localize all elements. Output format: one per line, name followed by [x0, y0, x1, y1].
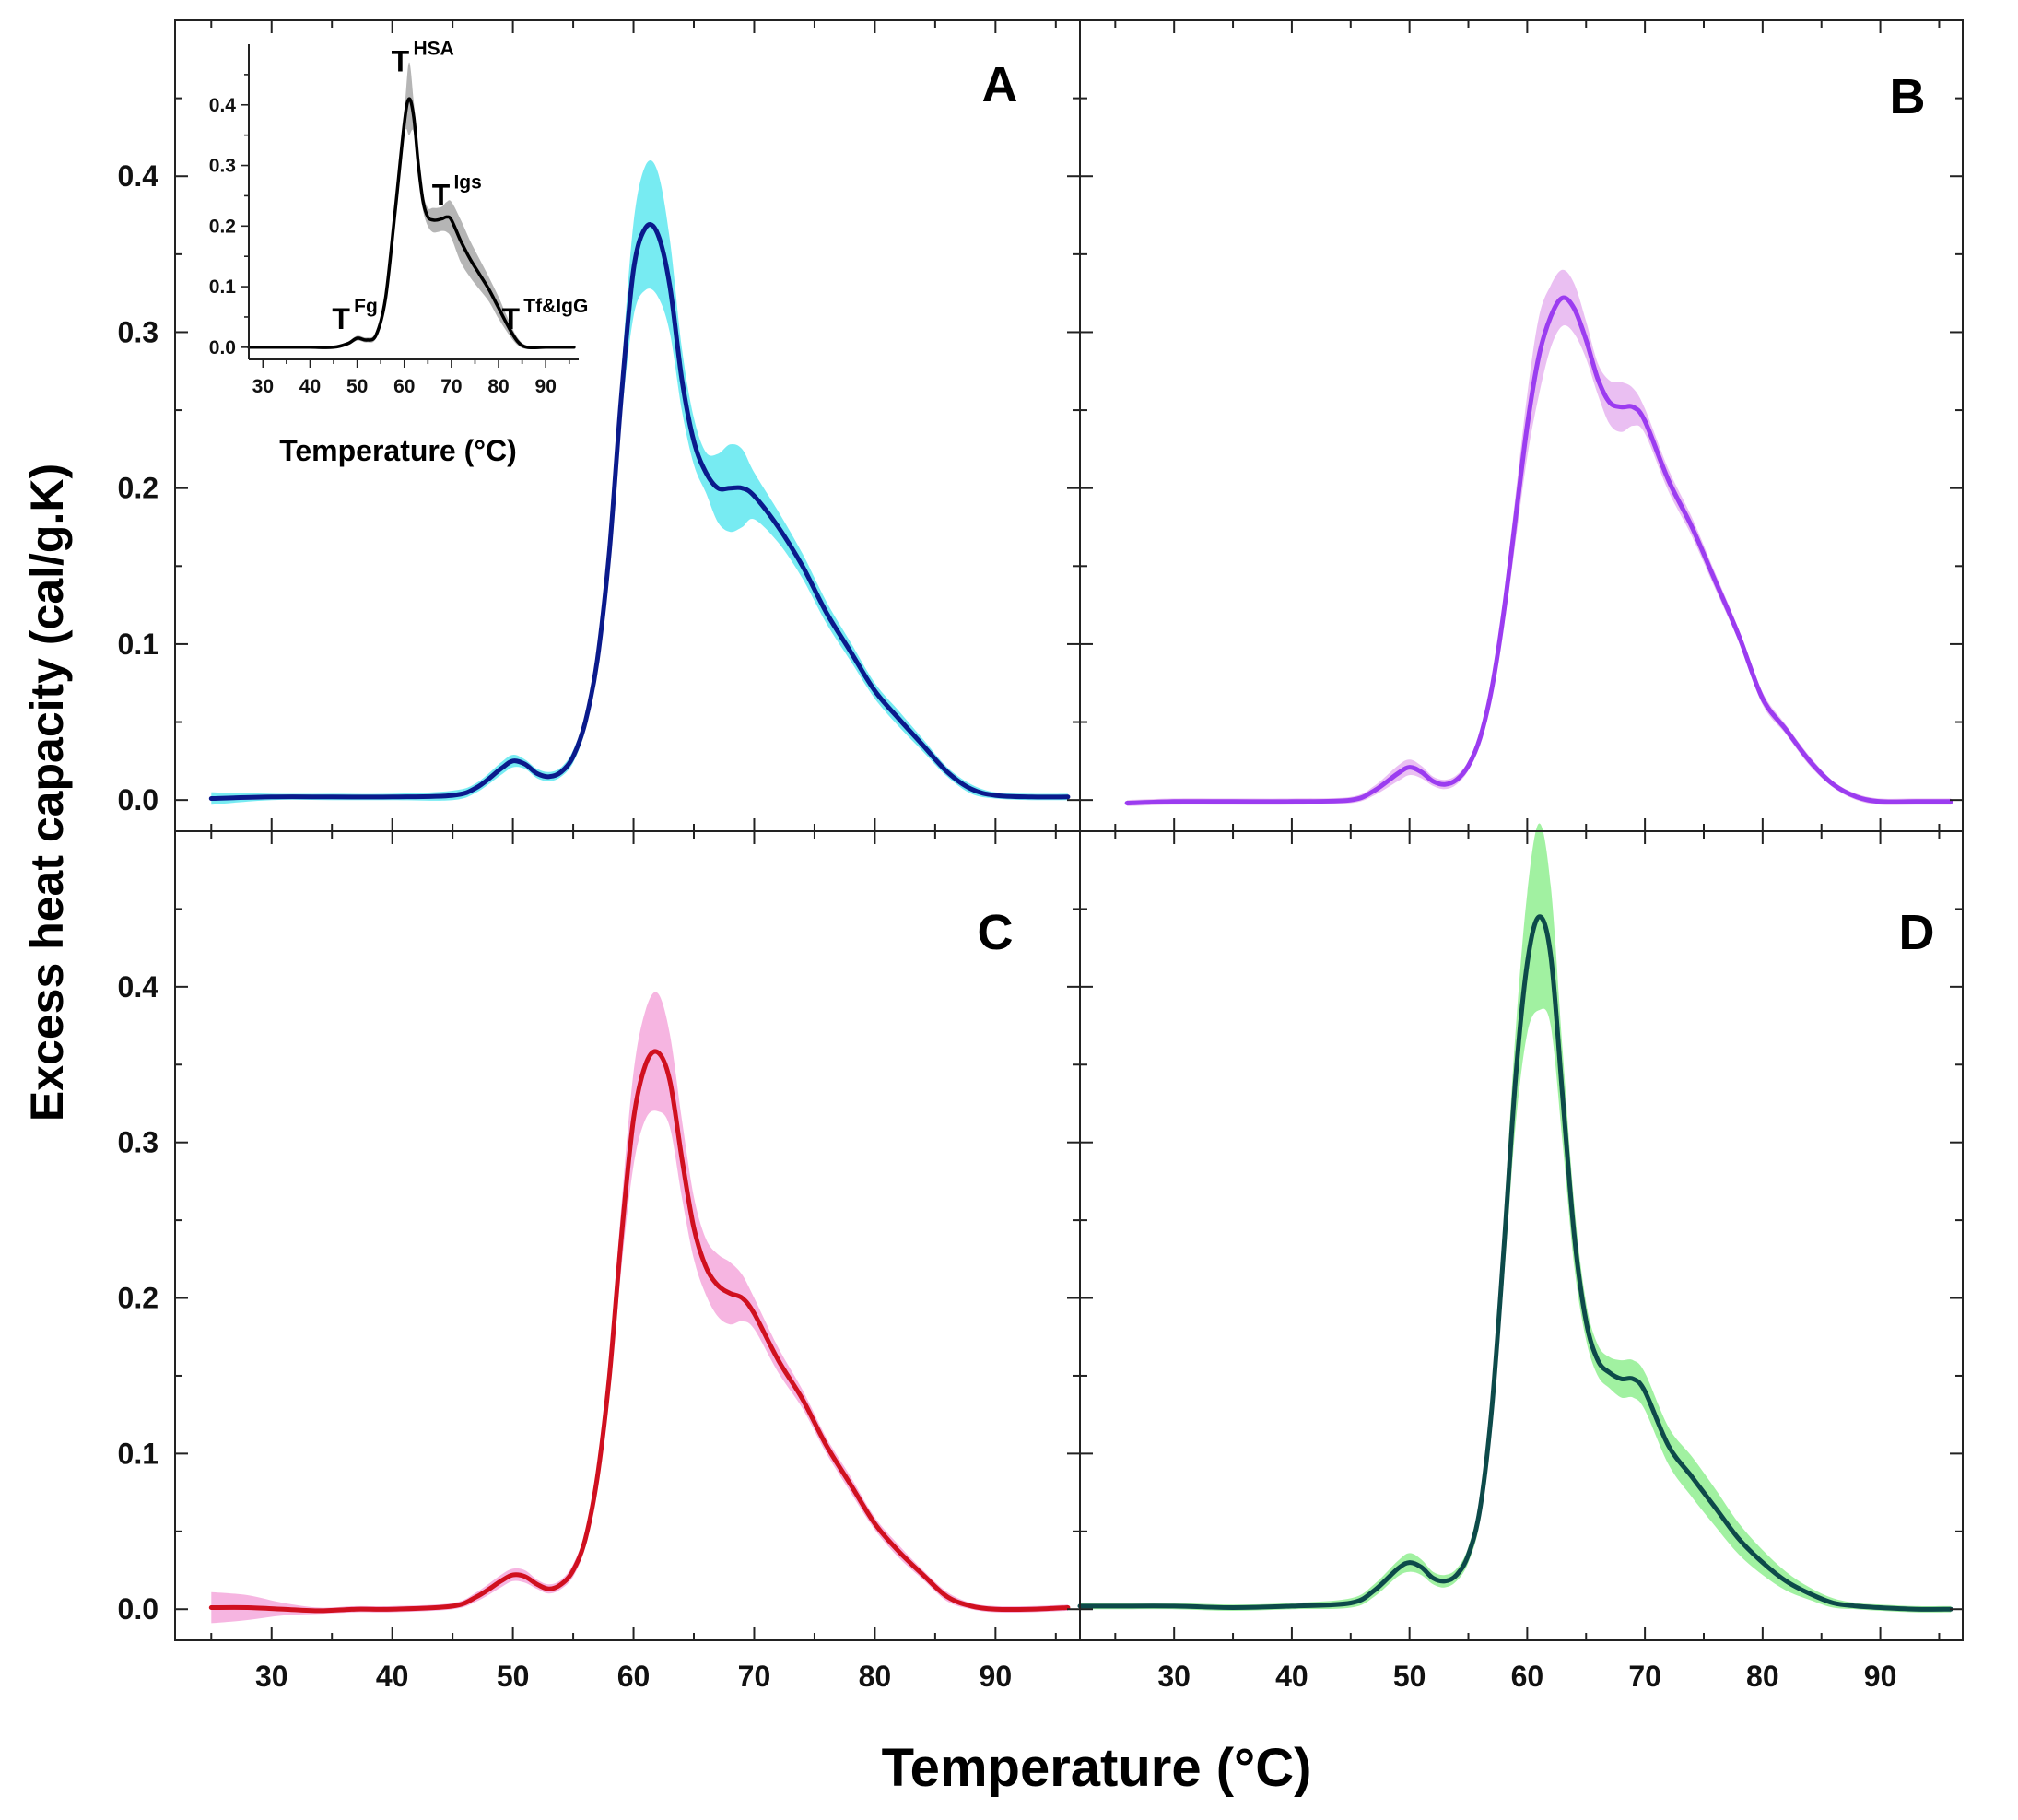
inset-annotation-sup: Fg [354, 296, 378, 317]
inset-y-tick-label: 0.4 [209, 95, 237, 116]
panel-c-y-tick-label: 0.0 [118, 1592, 158, 1626]
panel-c-x-tick-label: 70 [738, 1660, 771, 1693]
inset-y-tick-label: 0.1 [209, 276, 237, 298]
panel-c-y-tick-label: 0.1 [118, 1437, 158, 1470]
inset-y-tick-label: 0.3 [209, 156, 236, 177]
inset-x-tick-label: 70 [440, 376, 462, 397]
panel-c-x-tick-label: 30 [255, 1660, 288, 1693]
panel-d-x-tick-label: 90 [1864, 1660, 1897, 1693]
panel-c-error-band [211, 992, 1068, 1624]
panel-c-label: C [978, 905, 1014, 960]
panel-d-line [1077, 914, 1953, 1612]
panel-b-line [1124, 295, 1953, 805]
panel-d: D 30 40 50 60 70 80 90 [1077, 823, 1964, 1693]
inset-x-axis-title: Temperature (°C) [279, 434, 517, 467]
inset-annotation-sup: Igs [453, 171, 481, 193]
panel-c-x-tick-label: 80 [859, 1660, 892, 1693]
panel-c-y-tick-label: 0.2 [118, 1282, 158, 1315]
inset-x-tick-label: 40 [299, 376, 321, 397]
panel-c: C 30 40 50 60 70 80 90 0.0 0.1 0.2 0.3 0.4 [118, 830, 1081, 1693]
panel-a-y-tick-label: 0.1 [118, 628, 158, 661]
inset-line [247, 97, 576, 350]
inset-annotation-base: T [432, 178, 451, 211]
inset-y-tick-label: 0.2 [209, 216, 236, 237]
panel-c-y-tick-label: 0.3 [118, 1126, 158, 1159]
panel-a-y-tick-label: 0.3 [118, 315, 158, 348]
inset-x-tick-label: 80 [487, 376, 509, 397]
inset-annotation-sup: Tf&IgG [523, 296, 588, 317]
panel-c-x-tick-label: 60 [617, 1660, 651, 1693]
panel-a-y-tick-label: 0.0 [118, 783, 158, 816]
panel-a-y-tick-label: 0.2 [118, 472, 158, 505]
inset-annotation-base: T [332, 302, 350, 335]
panel-c-x-tick-label: 50 [497, 1660, 530, 1693]
panel-d-x-tick-label: 50 [1393, 1660, 1426, 1693]
panel-d-x-tick-label: 80 [1746, 1660, 1779, 1693]
panel-c-line [208, 1049, 1071, 1614]
inset-y-tick-label: 0.0 [209, 337, 236, 358]
panel-b-error-band [1127, 269, 1952, 806]
panel-a-error-band [211, 159, 1068, 805]
panel-d-x-tick-label: 60 [1511, 1660, 1544, 1693]
panel-d-x-tick-label: 70 [1628, 1660, 1661, 1693]
panel-d-x-tick-label: 40 [1275, 1660, 1308, 1693]
panel-d-x-tick-label: 30 [1157, 1660, 1191, 1693]
inset-x-tick-label: 60 [393, 376, 415, 397]
inset-x-tick-label: 30 [252, 376, 274, 397]
panel-d-label: D [1899, 905, 1935, 960]
panel-c-x-tick-label: 40 [376, 1660, 409, 1693]
x-axis-title: Temperature (°C) [882, 1738, 1312, 1798]
inset-annotation-sup: HSA [413, 39, 453, 60]
panel-inset-error-band [249, 62, 574, 350]
panel-b: B [1079, 19, 1964, 832]
panel-a-label: A [982, 57, 1018, 112]
panel-c-x-tick-label: 90 [980, 1660, 1013, 1693]
inset-annotation-base: T [392, 45, 410, 78]
panel-a-line [208, 222, 1071, 801]
panel-a-y-tick-label: 0.4 [118, 159, 159, 193]
panel-b-label: B [1890, 69, 1926, 124]
inset-x-tick-label: 90 [535, 376, 557, 397]
inset-x-tick-label: 50 [346, 376, 368, 397]
y-axis-title: Excess heat capacity (cal/g.K) [21, 464, 73, 1121]
panel-c-y-tick-label: 0.4 [118, 970, 159, 1004]
inset-annotation-base: T [502, 302, 521, 335]
panel-d-frame [1079, 830, 1964, 1641]
